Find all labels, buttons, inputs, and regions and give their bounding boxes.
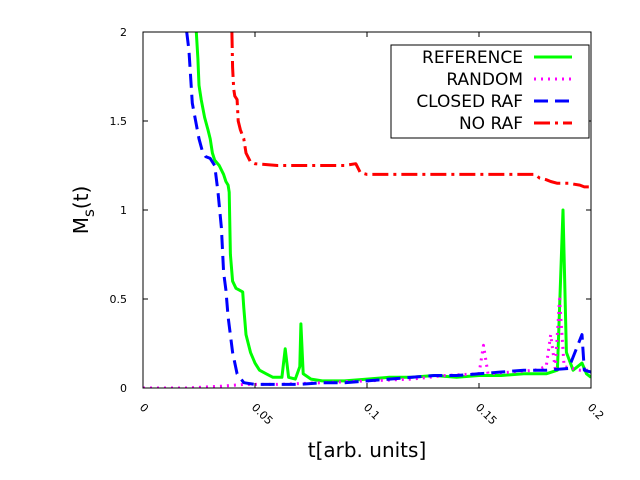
legend-entry-label: RANDOM [446, 70, 523, 90]
legend-entry-label: CLOSED RAF [416, 92, 523, 112]
y-tick-label: 2 [120, 26, 127, 39]
y-tick-label: 0 [120, 382, 127, 395]
y-axis-label-main: M [69, 217, 93, 234]
x-axis-label: t[arb. units] [308, 438, 427, 462]
y-tick-label: 1 [120, 204, 127, 217]
y-axis-label: Ms(t) [69, 186, 98, 235]
legend-entry-label: REFERENCE [422, 48, 523, 68]
y-axis-label-subscript: s [80, 209, 98, 217]
y-axis-label-tail: (t) [69, 186, 93, 209]
series-line-reference [194, 32, 591, 383]
series-line-no-raf [230, 32, 591, 189]
series-line-closed-raf [185, 32, 591, 386]
legend-entry-label: NO RAF [459, 114, 523, 134]
y-tick-label: 1.5 [110, 115, 128, 128]
y-tick-label: 0.5 [110, 293, 128, 306]
